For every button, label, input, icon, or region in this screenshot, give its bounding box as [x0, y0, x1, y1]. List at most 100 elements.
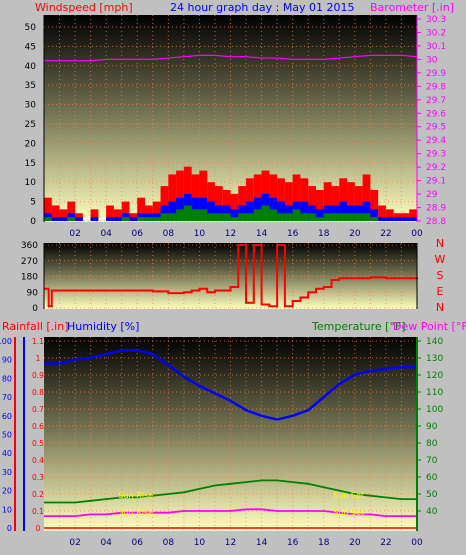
wind-low-bar	[160, 213, 169, 221]
wind-gust-bar	[284, 182, 293, 221]
wind-average-bar	[401, 217, 410, 221]
wind-low-bar	[207, 213, 215, 221]
wind-low-bar	[277, 213, 285, 221]
windspeed-tick-label: 25	[25, 120, 36, 130]
wind-low-bar	[121, 217, 130, 221]
barometer-tick-label: 29	[426, 190, 438, 200]
direction-tick-label: 270	[21, 257, 38, 267]
windspeed-tick-label: 10	[25, 178, 37, 188]
rainfall-tick-label: 0.9	[32, 371, 44, 380]
wind-gust-bar	[370, 189, 379, 221]
x-tick-label: 02	[69, 229, 80, 239]
sun-annotation: Sun Rise	[118, 491, 153, 500]
humidity-tick-label: 0	[7, 524, 12, 533]
wind-average-bar	[113, 217, 122, 221]
wind-gust-bar	[106, 205, 114, 221]
temperature-tick-label: 110	[426, 388, 443, 398]
x-tick-label: 18	[318, 538, 330, 548]
windspeed-tick-label: 0	[30, 217, 36, 227]
wind-gust-bar	[409, 209, 417, 221]
x-tick-label: 16	[287, 229, 299, 239]
wind-gust-bar	[168, 174, 177, 221]
wind-gust-bar	[300, 178, 309, 221]
humidity-tick-label: 20	[2, 487, 12, 496]
wind-gust-bar	[67, 201, 76, 221]
wind-gust-bar	[362, 174, 371, 221]
dewpoint-line	[44, 508, 417, 517]
wind-gust-bar	[199, 170, 208, 221]
temperature-panel-series	[44, 349, 417, 529]
wind-gust-bar	[354, 186, 363, 221]
sun-annotation: Sun Set	[333, 508, 364, 517]
wind-low-bar	[292, 209, 301, 221]
humidity-tick-label: 100	[0, 337, 12, 346]
wind-average-bar	[409, 217, 417, 221]
wind-gust-bar	[339, 178, 348, 221]
barometer-tick-label: 29.3	[426, 150, 446, 160]
x-tick-label: 08	[163, 229, 175, 239]
wind-gust-bar	[230, 193, 239, 221]
rainfall-axis-label: Rainfall [.in]	[2, 320, 69, 333]
wind-average-bar	[160, 205, 169, 221]
wind-low-bar	[199, 209, 208, 221]
wind-average-bar	[354, 205, 363, 221]
windspeed-tick-label: 35	[25, 81, 36, 91]
wind-gust-bar	[145, 205, 153, 221]
wind-average-bar	[207, 201, 215, 221]
wind-low-bar	[284, 213, 293, 221]
wind-low-bar	[323, 213, 332, 221]
wind-average-bar	[362, 201, 371, 221]
compass-label: N	[436, 301, 444, 314]
wind-low-bar	[230, 217, 239, 221]
wind-average-bar	[90, 217, 99, 221]
barometer-tick-label: 30.3	[426, 15, 446, 25]
temperature-tick-label: 130	[426, 354, 443, 364]
sun-annotations: Sun Rise Sun Set Sun Rise Sun Set	[118, 491, 364, 517]
dewpoint-axis-label: Dew Point [°F]	[393, 320, 466, 333]
compass-label: E	[437, 285, 444, 298]
humidity-tick-label: 60	[2, 412, 12, 421]
wind-gust-bar	[323, 182, 332, 221]
wind-average-bar	[59, 217, 68, 221]
temperature-tick-label: 80	[426, 439, 438, 449]
rainfall-tick-label: 0.1	[32, 507, 44, 516]
wind-low-bar	[300, 213, 309, 221]
wind-direction-line	[44, 244, 418, 308]
barometer-tick-label: 30.1	[426, 42, 446, 52]
temperature-tick-label: 60	[426, 473, 438, 483]
rainfall-tick-label: 0.4	[32, 456, 44, 465]
barometer-tick-label: 28.8	[426, 217, 446, 227]
x-tick-label: 22	[380, 229, 391, 239]
wind-average-bar	[323, 205, 332, 221]
wind-panel-axes: 0 5 10 15 20 25 30 35 40 45 50 28.8 28.9 29 29.1 29.2 29…	[25, 15, 446, 239]
wind-average-bar	[331, 205, 340, 221]
wind-low-bar	[331, 213, 340, 221]
x-tick-label: 04	[100, 538, 112, 548]
x-tick-label: 10	[194, 229, 206, 239]
direction-tick-label: 0	[32, 304, 38, 314]
wind-low-bar	[222, 213, 231, 221]
barometer-tick-label: 28.9	[426, 204, 446, 214]
compass-label: W	[435, 253, 446, 266]
wind-low-bar	[315, 217, 324, 221]
temperature-tick-label: 140	[426, 337, 443, 347]
x-tick-label: 02	[69, 538, 80, 548]
wind-low-bar	[246, 213, 254, 221]
x-tick-label: 08	[163, 538, 175, 548]
compass-label: S	[437, 269, 444, 282]
humidity-tick-label: 30	[2, 468, 12, 477]
wind-gust-bar	[90, 209, 99, 221]
temperature-panel-axes: 0 0.1 0.2 0.3 0.4 0.5 0.6 0.7 0.8 0.9 1 1.1 0 10 20 30 4…	[0, 337, 443, 548]
x-tick-label: 12	[225, 229, 236, 239]
rainfall-tick-label: 0.7	[32, 405, 44, 414]
barometer-tick-label: 29.5	[426, 123, 446, 133]
wind-direction-series	[44, 244, 418, 308]
wind-gust-bar	[292, 174, 301, 221]
wind-low-bar	[347, 213, 355, 221]
x-tick-label: 18	[318, 229, 330, 239]
wind-average-bar	[385, 217, 394, 221]
windspeed-tick-label: 40	[25, 62, 37, 72]
barometer-tick-label: 29.4	[426, 136, 446, 146]
